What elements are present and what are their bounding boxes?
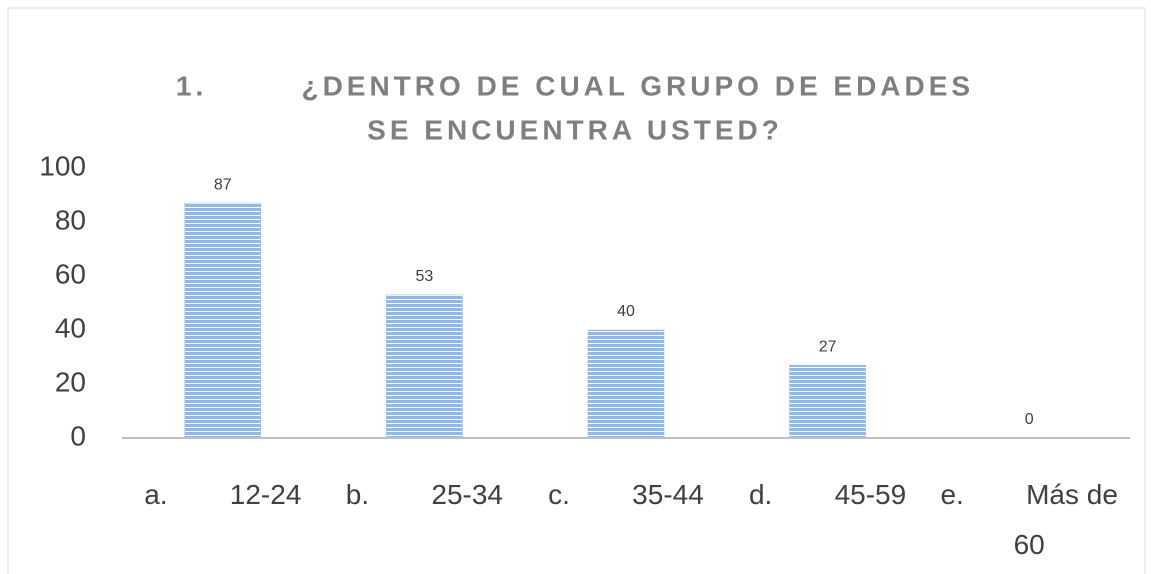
y-tick-label: 60 — [55, 258, 86, 289]
value-label: 40 — [617, 303, 635, 320]
y-tick-label: 20 — [55, 366, 86, 397]
x-tick-label: c. 35-44 — [548, 479, 704, 510]
y-tick-label: 40 — [55, 312, 86, 343]
x-tick-label: e. Más de 60 — [940, 479, 1126, 560]
chart-border — [7, 7, 1146, 574]
x-tick-label: d. 45-59 — [748, 479, 907, 510]
value-label: 27 — [819, 338, 837, 355]
y-tick-label: 100 — [39, 150, 86, 181]
y-tick-label: 0 — [70, 420, 86, 451]
y-tick-label: 80 — [55, 204, 86, 235]
bar — [789, 364, 866, 439]
value-label: 53 — [416, 268, 434, 285]
bar — [587, 329, 665, 439]
chart-title: SE ENCUENTRA USTED? — [367, 114, 783, 145]
value-label: 87 — [214, 176, 232, 193]
x-tick-label: b. 25-34 — [345, 479, 503, 510]
bar — [386, 294, 463, 439]
bar — [184, 202, 262, 439]
value-label: 0 — [1025, 411, 1034, 428]
x-tick-label: a. 12-24 — [144, 479, 302, 510]
chart-title: 1. ¿DENTRO DE CUAL GRUPO DE EDADES — [176, 70, 974, 101]
